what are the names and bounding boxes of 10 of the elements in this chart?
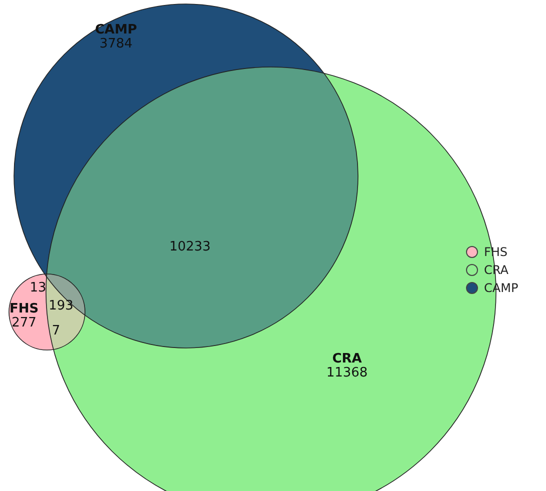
text: 193 (48, 298, 74, 314)
category-label: FHS (9, 301, 39, 316)
text: 7 (52, 323, 60, 338)
text: 10233 (169, 239, 211, 254)
category-label: CRA (332, 351, 362, 366)
data-label: 11368 (326, 365, 368, 380)
category-label: CAMP (94, 22, 138, 38)
data-label: 277 (12, 315, 36, 330)
text: 13 (30, 280, 46, 296)
data-label: 3784 (99, 36, 133, 52)
